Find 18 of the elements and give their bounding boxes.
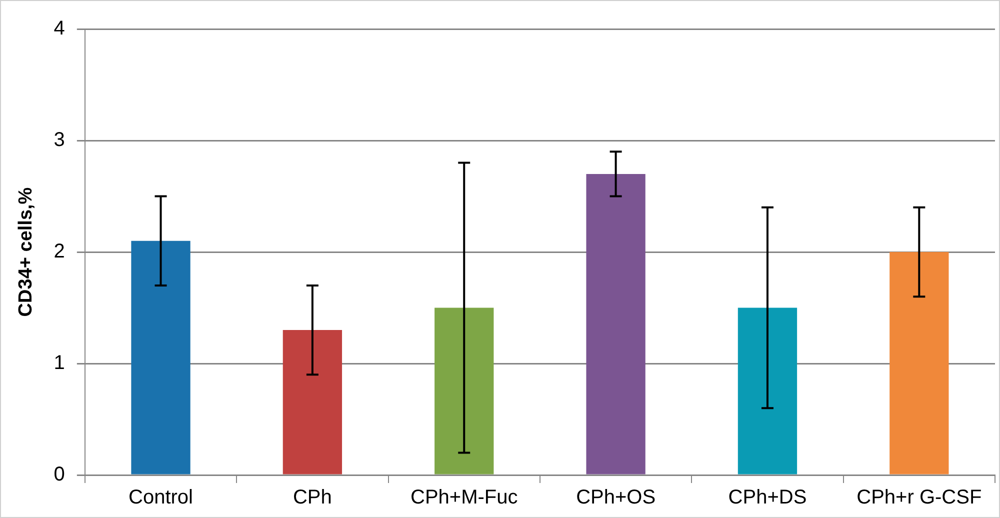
bar bbox=[738, 308, 798, 474]
y-axis-title: CD34+ cells,% bbox=[16, 187, 37, 317]
y-tick-label: 3 bbox=[54, 129, 65, 152]
y-tick-label: 1 bbox=[54, 352, 65, 374]
x-tick-label: CPh+OS bbox=[576, 486, 656, 509]
x-tick-label: CPh+r G-CSF bbox=[856, 486, 982, 509]
y-tick-label: 0 bbox=[54, 464, 65, 486]
bar bbox=[282, 330, 342, 474]
y-tick-label: 4 bbox=[54, 18, 65, 40]
x-tick-label: CPh+M-Fuc bbox=[410, 486, 518, 509]
x-tick-label: Control bbox=[128, 486, 194, 509]
bar bbox=[131, 240, 190, 474]
x-tick-label: CPh bbox=[292, 486, 332, 509]
bar bbox=[586, 174, 646, 474]
y-tick-label: 2 bbox=[54, 240, 65, 263]
bar bbox=[890, 252, 949, 474]
x-tick-label: CPh+DS bbox=[728, 486, 807, 509]
bar bbox=[434, 308, 494, 474]
